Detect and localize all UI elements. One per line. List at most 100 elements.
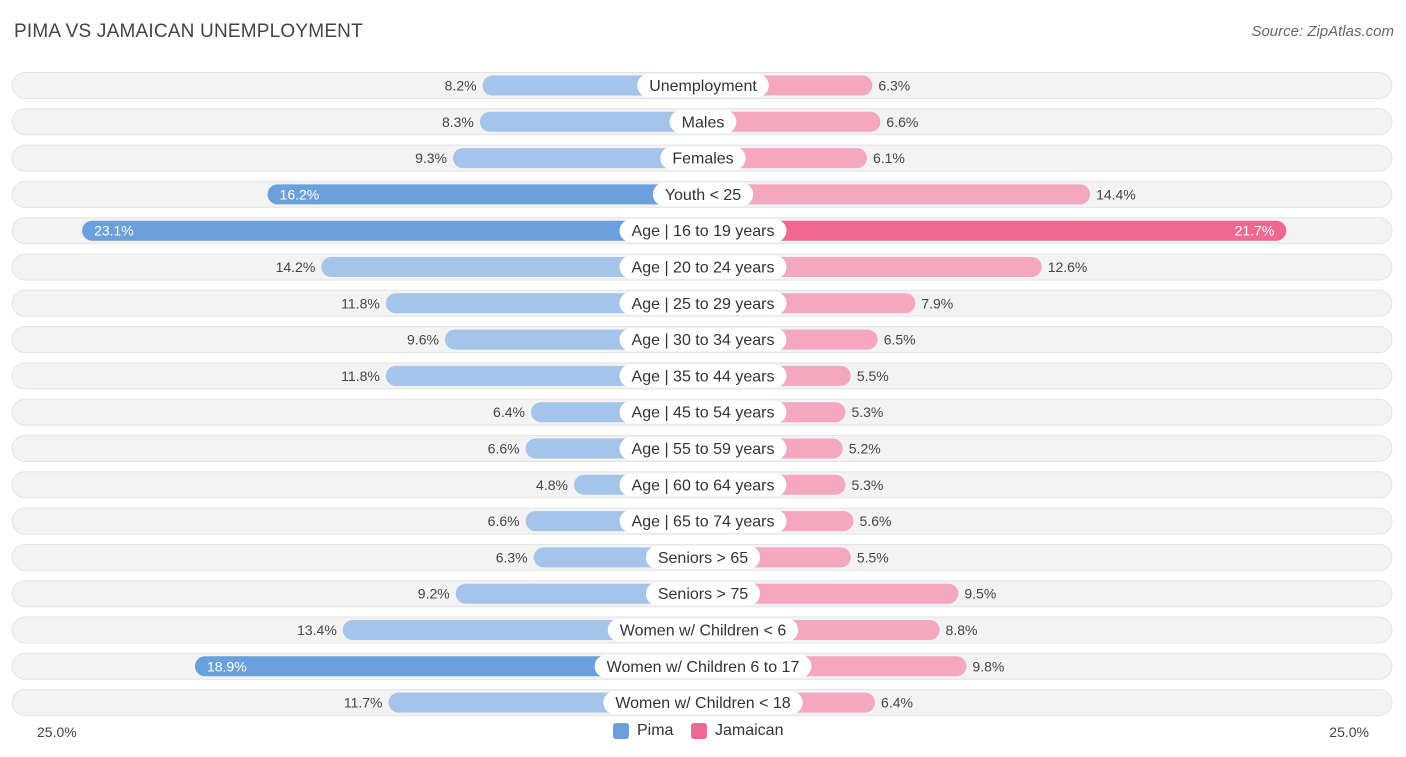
bar-pima	[455, 583, 703, 604]
chart-row: 6.3% 5.5% Seniors > 65	[11, 543, 1393, 571]
value-label-pima: 6.6%	[488, 441, 520, 457]
value-label-pima: 11.7%	[344, 695, 383, 711]
category-pill	[619, 509, 787, 533]
category-label: Women w/ Children 6 to 17	[607, 659, 800, 676]
category-pill	[637, 74, 769, 97]
value-label-jamaican: 5.5%	[857, 368, 889, 384]
bar-pima	[453, 148, 703, 169]
category-label: Age | 45 to 54 years	[632, 405, 775, 422]
value-label-jamaican: 6.4%	[881, 695, 913, 711]
category-pill	[645, 545, 761, 569]
category-pill	[619, 473, 787, 497]
category-label: Age | 55 to 59 years	[632, 441, 775, 458]
value-label-pima: 8.2%	[445, 78, 477, 94]
chart-row: 11.8% 7.9% Age | 25 to 29 years	[11, 289, 1393, 317]
category-pill	[619, 364, 787, 388]
axis-label-right: 25.0%	[1329, 724, 1369, 740]
bar-jamaican	[703, 583, 959, 604]
value-label-jamaican: 5.6%	[860, 513, 892, 529]
chart-row: 9.6% 6.5% Age | 30 to 34 years	[11, 326, 1393, 354]
value-label-pima: 9.3%	[415, 150, 447, 166]
value-label-jamaican: 5.3%	[851, 404, 883, 420]
category-label: Seniors > 65	[658, 550, 748, 567]
category-label: Age | 25 to 29 years	[632, 296, 775, 313]
value-label-pima: 11.8%	[341, 295, 380, 311]
value-label-pima: 6.4%	[493, 404, 525, 420]
value-label-pima: 4.8%	[536, 477, 568, 493]
category-label: Seniors > 75	[658, 586, 748, 603]
legend-swatch-pima	[613, 723, 629, 739]
chart-row: 8.3% 6.6% Males	[11, 108, 1393, 136]
value-label-pima: 9.2%	[418, 586, 450, 602]
value-label-jamaican: 7.9%	[921, 295, 953, 311]
category-pill	[652, 182, 754, 206]
category-label: Age | 30 to 34 years	[632, 332, 775, 349]
value-label-jamaican: 14.4%	[1096, 186, 1136, 202]
value-label-pima: 6.3%	[496, 549, 528, 565]
legend: Pima Jamaican	[0, 722, 1406, 744]
value-label-jamaican: 6.5%	[884, 332, 916, 348]
legend-label-jamaican: Jamaican	[715, 722, 784, 739]
chart-row: 18.9% 9.8% Women w/ Children 6 to 17	[11, 652, 1393, 680]
chart-row: 6.4% 5.3% Age | 45 to 54 years	[11, 398, 1393, 426]
bar-jamaican	[703, 111, 881, 132]
bar-pima	[479, 111, 703, 132]
value-label-pima: 14.2%	[276, 259, 316, 275]
value-label-jamaican: 8.8%	[946, 622, 978, 638]
source-credit: Source: ZipAtlas.com	[1251, 23, 1394, 40]
category-label: Age | 65 to 74 years	[632, 514, 775, 531]
bar-pima	[82, 220, 703, 241]
category-label: Women w/ Children < 6	[620, 623, 787, 640]
chart-row: 11.8% 5.5% Age | 35 to 44 years	[11, 362, 1393, 390]
value-label-pima: 11.8%	[341, 368, 380, 384]
value-label-jamaican: 12.6%	[1048, 259, 1088, 275]
chart-row: 11.7% 6.4% Women w/ Children < 18	[11, 689, 1393, 717]
category-pill	[603, 691, 803, 715]
category-label: Age | 16 to 19 years	[632, 223, 775, 240]
category-label: Women w/ Children < 18	[615, 695, 790, 712]
value-label-pima: 16.2%	[280, 186, 320, 202]
chart-row: 8.2% 6.3% Unemployment	[11, 72, 1393, 99]
value-label-jamaican: 6.6%	[886, 114, 918, 130]
legend-item-pima[interactable]: Pima	[613, 722, 673, 740]
bar-jamaican	[703, 184, 1091, 205]
category-pill	[607, 618, 799, 642]
category-label: Age | 60 to 64 years	[632, 477, 775, 494]
category-pill	[619, 255, 787, 279]
value-label-pima: 13.4%	[297, 622, 337, 638]
value-label-pima: 18.9%	[207, 658, 247, 674]
category-label: Youth < 25	[665, 187, 741, 204]
category-pill	[645, 582, 761, 606]
chart-row: 6.6% 5.6% Age | 65 to 74 years	[11, 507, 1393, 535]
bar-pima	[267, 184, 703, 205]
value-label-jamaican: 6.3%	[878, 78, 910, 94]
category-label: Age | 35 to 44 years	[632, 368, 775, 385]
category-pill	[619, 437, 787, 460]
category-label: Unemployment	[649, 78, 757, 95]
bar-jamaican	[703, 220, 1287, 241]
legend-label-pima: Pima	[637, 722, 674, 739]
value-label-pima: 6.6%	[488, 513, 520, 529]
legend-swatch-jamaican	[691, 723, 707, 739]
value-label-jamaican: 5.5%	[857, 549, 889, 565]
chart-row: 16.2% 14.4% Youth < 25	[11, 180, 1393, 208]
legend-item-jamaican[interactable]: Jamaican	[691, 722, 783, 740]
chart-row: 4.8% 5.3% Age | 60 to 64 years	[11, 471, 1393, 499]
category-pill	[619, 219, 787, 243]
bar-pima	[321, 257, 703, 277]
chart-title: PIMA VS JAMAICAN UNEMPLOYMENT	[14, 21, 363, 42]
chart-row: 6.6% 5.2% Age | 55 to 59 years	[11, 435, 1393, 462]
value-label-jamaican: 5.2%	[849, 441, 881, 457]
value-label-pima: 8.3%	[442, 114, 474, 130]
category-label: Age | 20 to 24 years	[632, 260, 775, 277]
value-label-jamaican: 9.8%	[972, 658, 1004, 674]
chart-row: 9.3% 6.1% Females	[11, 144, 1393, 172]
chart-row: 9.2% 9.5% Seniors > 75	[11, 580, 1393, 608]
category-pill	[619, 400, 787, 424]
chart-row: 14.2% 12.6% Age | 20 to 24 years	[11, 253, 1393, 281]
value-label-jamaican: 5.3%	[851, 477, 883, 493]
category-label: Females	[672, 151, 733, 168]
axis-label-left: 25.0%	[37, 724, 77, 740]
chart-row: 23.1% 21.7% Age | 16 to 19 years	[11, 217, 1393, 245]
chart-row: 13.4% 8.8% Women w/ Children < 6	[11, 616, 1393, 644]
